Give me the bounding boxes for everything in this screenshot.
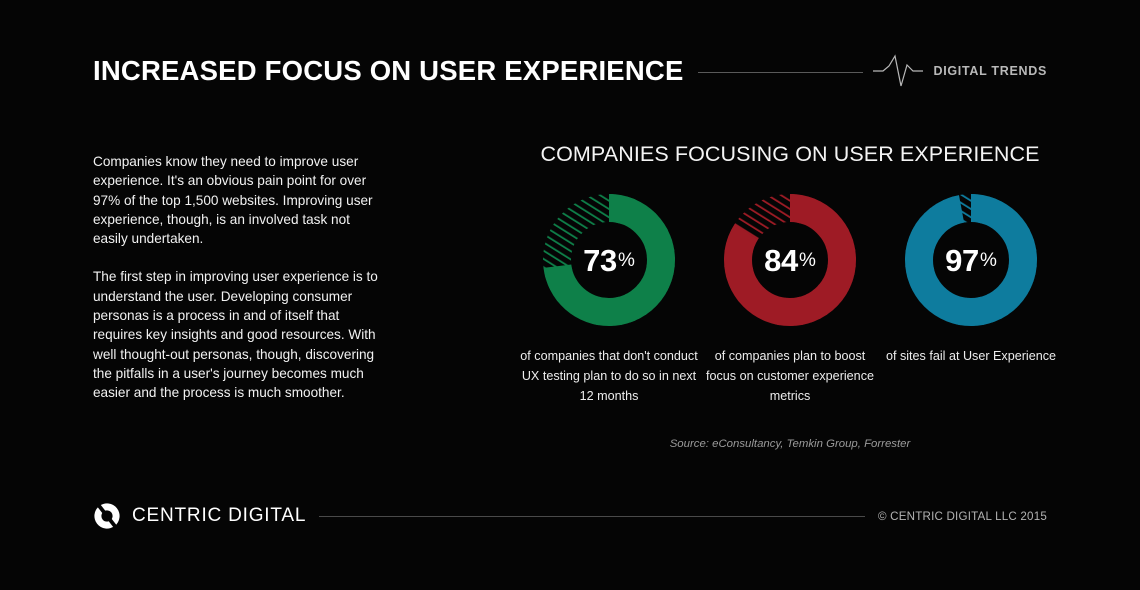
stats-panel: COMPANIES FOCUSING ON USER EXPERIENCE <box>470 142 1110 450</box>
footer-brand-label: CENTRIC DIGITAL <box>132 505 307 526</box>
donut-2-caption: of companies plan to boost focus on cust… <box>705 349 874 403</box>
donut-1-caption: of companies that don't conduct UX testi… <box>520 349 698 403</box>
intro-paragraph-2: The first step in improving user experie… <box>93 269 378 401</box>
footer-divider <box>319 515 865 517</box>
donut-chart-2-svg <box>724 194 856 326</box>
centric-digital-logo-icon <box>94 503 120 529</box>
page-footer: CENTRIC DIGITAL © CENTRIC DIGITAL LLC 20… <box>93 500 1047 532</box>
donut-3-caption: of sites fail at User Experience <box>885 349 1057 363</box>
donut-chart-3: 97 % <box>904 193 1038 327</box>
pulse-line-icon <box>873 54 924 87</box>
footer-copyright: © CENTRIC DIGITAL LLC 2015 <box>877 509 1047 523</box>
donut-chart-3-svg <box>905 194 1037 326</box>
stats-panel-title: COMPANIES FOCUSING ON USER EXPERIENCE <box>540 142 1040 166</box>
intro-paragraph-1: Companies know they need to improve user… <box>93 154 373 247</box>
donut-cell-2: 84 % of companies plan to boost focus on… <box>700 193 881 406</box>
donut-chart-1: 73 % <box>542 193 676 327</box>
source-note: Source: eConsultancy, Temkin Group, Forr… <box>669 438 911 450</box>
donut-chart-group: 73 % of companies that don't conduct UX … <box>470 193 1110 406</box>
donut-cell-1: 73 % of companies that don't conduct UX … <box>519 193 700 406</box>
page-header: INCREASED FOCUS ON USER EXPERIENCE DIGIT… <box>93 48 1047 94</box>
donut-cell-3: 97 % of sites fail at User Experience <box>881 193 1062 366</box>
header-brand-label: DIGITAL TRENDS <box>933 64 1047 78</box>
donut-chart-1-svg <box>543 194 675 326</box>
page-title: INCREASED FOCUS ON USER EXPERIENCE <box>93 55 684 86</box>
header-divider <box>697 71 864 73</box>
donut-chart-2: 84 % <box>723 193 857 327</box>
intro-copy: Companies know they need to improve user… <box>93 152 385 403</box>
